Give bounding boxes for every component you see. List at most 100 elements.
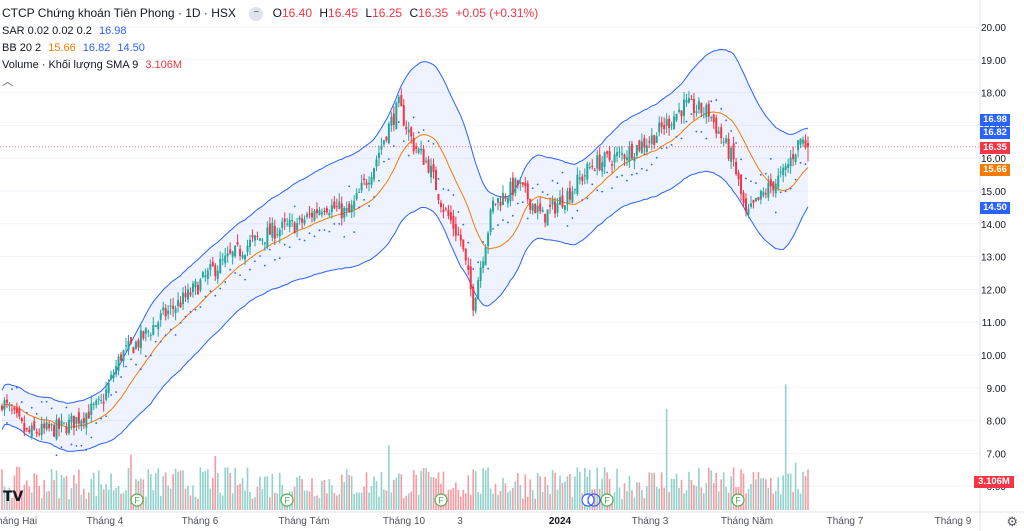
candle-body	[529, 198, 532, 210]
sar-dot	[621, 174, 623, 177]
sar-dot	[328, 230, 331, 233]
candle-body	[28, 429, 31, 433]
candle-body	[328, 212, 331, 216]
collapse-legend[interactable]: ︿	[2, 75, 17, 89]
candle-body	[5, 399, 8, 403]
sar-dot	[303, 239, 306, 242]
sar-dot	[670, 143, 673, 146]
minus-icon[interactable]: −	[249, 6, 264, 21]
volume-bar	[375, 481, 378, 510]
volume-bar	[519, 485, 522, 510]
bb-lower-price-tag: 14.50	[980, 202, 1010, 214]
candle-body	[365, 182, 368, 185]
volume-bar	[531, 490, 534, 510]
candle-body	[194, 281, 197, 288]
sar-dot	[407, 154, 410, 157]
gear-icon[interactable]: ⚙	[1006, 514, 1018, 529]
sar-dot	[601, 190, 604, 193]
candle-body	[692, 99, 695, 114]
candle-body	[673, 116, 676, 130]
candle-body	[139, 330, 142, 349]
sar-dot	[695, 130, 698, 133]
sar-dot	[229, 268, 232, 271]
sar-dot	[70, 443, 73, 446]
sar-dot	[65, 406, 68, 409]
volume-bar	[1, 469, 3, 510]
volume-bar	[641, 489, 643, 510]
volume-bar	[316, 495, 318, 510]
candle-body	[482, 261, 485, 269]
volume-bar	[209, 488, 212, 510]
sar-dot	[645, 169, 648, 172]
volume-bar	[308, 491, 311, 510]
volume-bar	[271, 473, 274, 510]
volume-bar	[789, 473, 792, 510]
candle-body	[516, 180, 519, 186]
volume-bar	[276, 493, 279, 510]
candle-body	[601, 162, 604, 172]
volume-bar	[105, 483, 107, 510]
volume-bar	[420, 470, 422, 510]
candle-body	[144, 328, 147, 334]
candle-body	[3, 400, 6, 410]
volume-bar	[197, 498, 199, 510]
candle-body	[802, 139, 805, 144]
sar-dot	[204, 295, 207, 298]
candle-body	[578, 177, 581, 180]
volume-bar	[774, 491, 777, 510]
candle-body	[772, 181, 775, 191]
bb-upper-value: 16.82	[82, 42, 111, 54]
candle-body	[72, 415, 75, 428]
sar-dot	[640, 167, 643, 170]
sar-dot	[507, 221, 509, 224]
candle-body	[459, 234, 462, 241]
volume-bar	[360, 492, 363, 510]
candle-body	[224, 255, 227, 264]
volume-bar	[427, 471, 430, 510]
open-value: 16.40	[281, 6, 312, 20]
candle-body	[174, 308, 177, 314]
sar-legend[interactable]: SAR 0.02 0.02 0.2 16.98	[2, 24, 131, 38]
sar-dot	[244, 278, 246, 281]
volume-bar	[571, 497, 574, 510]
candle-body	[789, 157, 792, 167]
volume-bar	[705, 482, 708, 510]
candle-body	[444, 208, 447, 210]
volume-legend[interactable]: Volume · Khối lượng SMA 9 3.106M	[2, 58, 186, 72]
volume-bar	[301, 479, 303, 510]
candle-body	[201, 272, 204, 278]
tradingview-logo-icon[interactable]: TV	[3, 489, 24, 505]
sar-dot	[348, 185, 351, 188]
candle-body	[382, 140, 385, 145]
sar-dot	[576, 209, 579, 212]
volume-bar	[321, 480, 323, 510]
chevron-up-icon[interactable]: ︿	[2, 76, 13, 88]
sar-dot	[100, 417, 103, 420]
bb-legend[interactable]: BB 20 2 15.66 16.82 14.50	[2, 41, 149, 55]
candle-body	[621, 153, 623, 155]
x-tick-label: Tháng 7	[827, 516, 864, 527]
candle-body	[209, 264, 212, 270]
volume-bar	[350, 475, 353, 510]
sar-dot	[497, 224, 499, 226]
volume-bar	[586, 476, 589, 510]
candle-body	[8, 405, 11, 407]
candle-body	[387, 123, 390, 144]
sar-dot	[378, 179, 380, 182]
volume-bar	[167, 485, 169, 510]
volume-bar	[549, 494, 551, 510]
candle-body	[794, 154, 797, 162]
candle-body	[779, 171, 782, 173]
candle-body	[338, 201, 341, 209]
sar-dot	[194, 308, 197, 311]
sar-dot	[254, 260, 256, 263]
candle-body	[442, 209, 445, 213]
candle-body	[524, 183, 527, 186]
low-key: L	[365, 6, 373, 20]
volume-bar	[40, 498, 43, 510]
candle-body	[229, 249, 232, 254]
candle-body	[506, 197, 509, 204]
sar-dot	[85, 448, 88, 451]
sar-dot	[135, 363, 137, 366]
